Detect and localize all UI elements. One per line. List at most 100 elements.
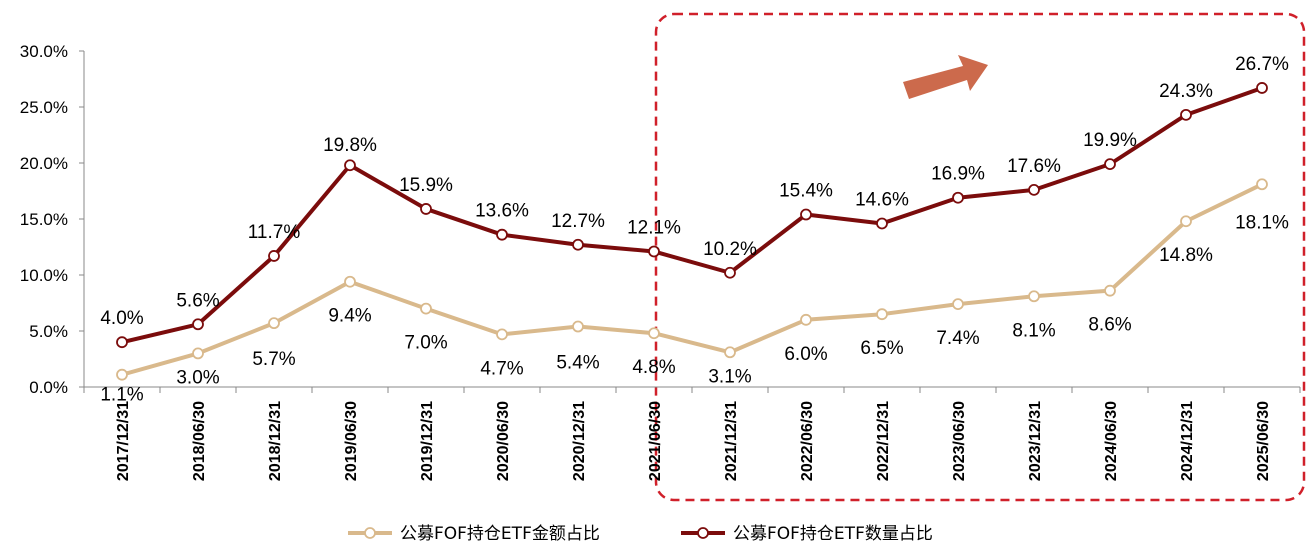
data-label-count: 19.8% [323, 135, 377, 156]
point-count [344, 159, 356, 172]
x-tick-label: 2023/12/31 [1027, 401, 1044, 481]
data-label-amount: 4.8% [632, 357, 675, 378]
legend-marker [364, 527, 376, 539]
y-tick-label: 5.0% [29, 322, 68, 341]
y-tick-label: 0.0% [29, 378, 68, 397]
data-label-count: 15.4% [779, 181, 833, 202]
axes-layer: 0.0% 5.0% 10.0% 15.0% 20.0% 25.0% 30.0% 2017/12… [20, 42, 1301, 481]
data-labels-layer: 1.1% 3.0% 5.7% 9.4% 7.0% 4.7% 5.4% 4.8% 3.1% 6.0%… [100, 54, 1289, 406]
y-tick-label: 25.0% [20, 98, 68, 117]
x-tick-label: 2018/12/31 [267, 401, 284, 481]
point-amount [420, 302, 432, 315]
point-count [496, 228, 508, 241]
point-amount [496, 328, 508, 341]
point-count [952, 191, 964, 204]
x-tick-label: 2024/06/30 [1103, 401, 1120, 481]
y-tick-label: 15.0% [20, 210, 68, 229]
x-tick-label: 2020/06/30 [495, 401, 512, 481]
data-label-amount: 5.4% [556, 353, 599, 374]
point-amount [1256, 178, 1268, 191]
point-count [1180, 108, 1192, 121]
x-tick-label: 2022/12/31 [875, 401, 892, 481]
data-label-amount: 14.8% [1159, 245, 1213, 266]
point-amount [268, 317, 280, 330]
point-amount [572, 320, 584, 333]
x-tick-label: 2020/12/31 [571, 401, 588, 481]
x-tick-label: 2024/12/31 [1179, 401, 1196, 481]
point-amount [876, 308, 888, 321]
x-tick-label: 2025/06/30 [1255, 401, 1272, 481]
series-layer [116, 82, 1268, 381]
legend-label: 公募FOF持仓ETF金额占比 [400, 524, 600, 544]
point-count [1028, 183, 1040, 196]
data-label-amount: 3.1% [708, 366, 751, 387]
trend-arrow-icon [903, 55, 988, 99]
legend-marker [697, 527, 709, 539]
point-count [876, 217, 888, 230]
y-tick-label: 20.0% [20, 154, 68, 173]
data-label-amount: 5.7% [252, 349, 295, 370]
data-label-amount: 7.4% [936, 328, 979, 349]
point-amount [724, 346, 736, 359]
data-label-amount: 7.0% [404, 333, 447, 354]
legend-label: 公募FOF持仓ETF数量占比 [733, 524, 933, 544]
point-amount [1104, 284, 1116, 297]
point-amount [1028, 290, 1040, 303]
x-tick-label: 2017/12/31 [115, 401, 132, 481]
data-label-count: 12.7% [551, 211, 605, 232]
point-count [420, 203, 432, 215]
point-count [800, 208, 812, 221]
point-amount [952, 298, 964, 311]
x-tick-label: 2021/12/31 [723, 401, 740, 481]
data-label-count: 24.3% [1159, 81, 1213, 102]
y-tick-label: 30.0% [20, 42, 68, 61]
data-label-amount: 4.7% [480, 358, 523, 379]
y-tick-label: 10.0% [20, 266, 68, 285]
point-count [116, 336, 128, 349]
data-label-amount: 3.0% [176, 367, 219, 388]
data-label-count: 16.9% [931, 164, 985, 185]
legend-item-amount: 公募FOF持仓ETF金额占比 [348, 524, 600, 544]
data-label-count: 13.6% [475, 201, 529, 222]
point-count [648, 245, 660, 258]
series-line-count [121, 86, 1263, 345]
point-amount [648, 327, 660, 340]
point-count [1256, 82, 1268, 94]
x-tick-label: 2022/06/30 [799, 401, 816, 481]
data-label-count: 10.2% [703, 239, 757, 260]
data-label-count: 12.1% [627, 217, 681, 238]
legend: 公募FOF持仓ETF金额占比 公募FOF持仓ETF数量占比 [348, 524, 933, 544]
data-label-count: 17.6% [1007, 156, 1061, 177]
x-tick-label: 2019/06/30 [343, 401, 360, 481]
series-line-amount [121, 182, 1263, 377]
point-count [192, 318, 204, 331]
x-tick-label: 2019/12/31 [419, 401, 436, 481]
point-amount [192, 347, 204, 360]
point-count [1104, 158, 1116, 171]
data-label-count: 11.7% [248, 222, 301, 243]
data-label-count: 4.0% [100, 308, 143, 329]
data-label-amount: 6.0% [784, 344, 827, 365]
x-tick-label: 2023/06/30 [951, 401, 968, 481]
point-amount [344, 275, 356, 288]
x-tick-label: 2021/06/30 [647, 401, 664, 481]
data-label-amount: 1.1% [100, 385, 143, 406]
point-count [572, 238, 584, 251]
data-label-count: 5.6% [176, 290, 219, 311]
data-label-count: 15.9% [399, 175, 453, 196]
point-amount [800, 313, 812, 326]
legend-item-count: 公募FOF持仓ETF数量占比 [681, 524, 933, 544]
point-count [724, 266, 736, 279]
point-count [268, 250, 280, 262]
point-amount [116, 368, 128, 381]
data-label-amount: 6.5% [860, 338, 903, 359]
data-label-amount: 8.1% [1012, 320, 1055, 341]
data-label-amount: 18.1% [1235, 212, 1289, 233]
data-label-amount: 8.6% [1088, 315, 1131, 336]
data-label-count: 14.6% [855, 189, 909, 210]
data-label-amount: 9.4% [328, 306, 371, 327]
point-amount [1180, 215, 1192, 228]
x-tick-label: 2018/06/30 [191, 401, 208, 481]
data-label-count: 26.7% [1235, 54, 1289, 75]
